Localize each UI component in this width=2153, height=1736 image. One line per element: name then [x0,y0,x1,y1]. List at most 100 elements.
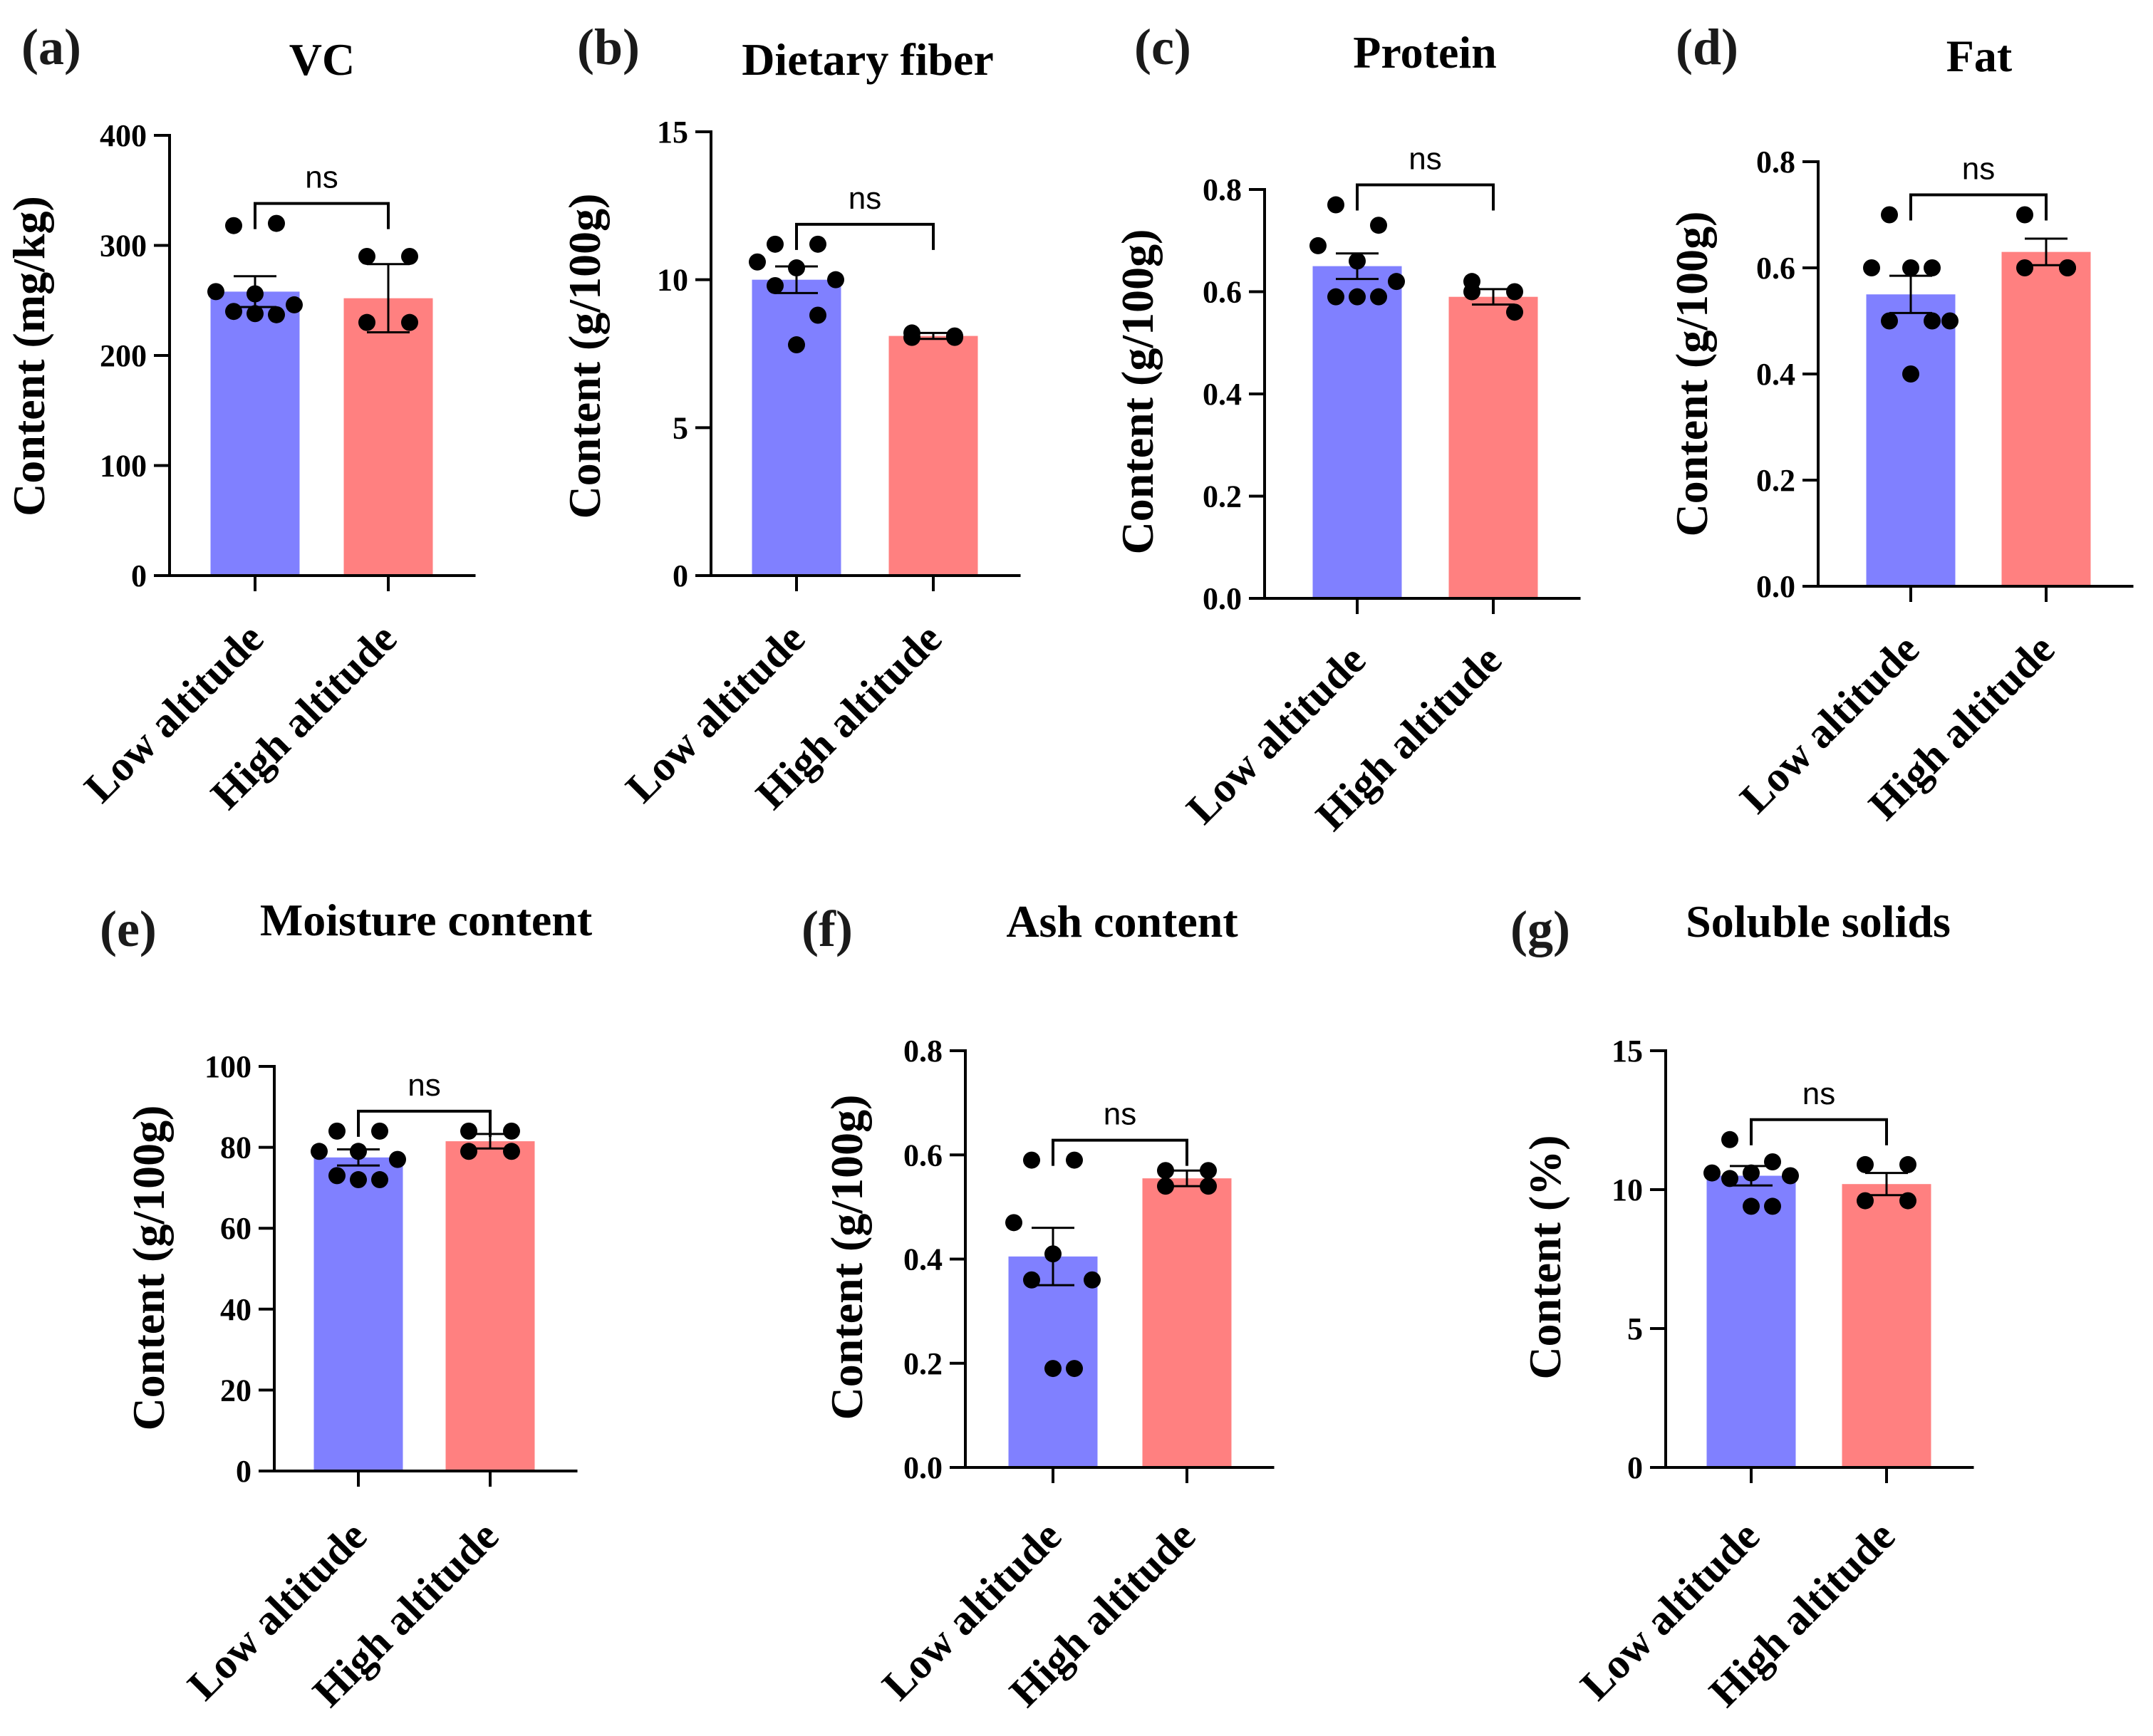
panel-letter: (b) [577,19,640,76]
significance-label: ns [1408,142,1441,177]
y-axis-label: Content (g/100g) [559,194,610,519]
data-point [1863,259,1880,276]
significance-bracket [1356,183,1495,211]
data-point [268,214,285,232]
data-point [1388,273,1405,291]
data-point [1506,303,1523,321]
y-tick-label: 0.8 [903,1034,943,1069]
bar-high-altitude [1142,1178,1232,1467]
data-point [1309,237,1327,254]
data-point [1327,196,1344,214]
data-point [1899,1155,1916,1173]
data-point [1924,259,1941,276]
data-point [1084,1271,1101,1289]
data-point [1370,217,1387,234]
data-point [1066,1151,1083,1169]
data-point [1506,283,1523,301]
y-tick-label: 0.8 [1756,145,1795,180]
data-point [1941,312,1959,330]
significance-bracket [1052,1138,1188,1166]
data-point [1200,1178,1217,1195]
chart-title: VC [289,34,355,85]
y-tick-label: 100 [100,449,147,484]
panel-c: (c) Protein 0.0 0.2 0.4 0.6 0.8 Content (g/100g… [1112,19,1581,839]
chart-title: Fat [1946,31,2013,81]
data-point [247,285,264,303]
panel-letter: (g) [1510,900,1570,957]
data-point [1743,1164,1760,1182]
bar-low-altitude [752,279,841,576]
data-point [1902,259,1919,276]
data-point [328,1167,346,1185]
y-tick-label: 0 [236,1454,251,1489]
bar-low-altitude [1706,1175,1796,1467]
data-point [1349,288,1366,306]
y-axis-label: Content (g/100g) [821,1095,872,1420]
panel-letter: (f) [801,900,853,957]
data-point [788,336,805,354]
y-tick-label: 15 [1612,1034,1643,1069]
y-tick-label: 20 [220,1373,251,1408]
data-point [350,1143,367,1160]
y-tick-label: 0 [131,558,147,593]
y-tick-label: 0 [1627,1450,1643,1485]
data-point [311,1143,328,1160]
data-point [1881,206,1898,224]
data-point [1005,1214,1022,1232]
panel-f: (f) Ash content 0.0 0.2 0.4 0.6 0.8 Content (g/… [801,896,1275,1715]
y-tick-label: 0.0 [1203,581,1242,616]
data-point [767,235,784,253]
y-tick-label: 80 [220,1131,251,1165]
y-tick-label: 0.2 [1203,479,1242,514]
panel-letter: (c) [1134,19,1191,76]
data-point [1327,288,1344,306]
y-tick-label: 0.6 [1203,275,1242,310]
data-point [2059,259,2076,276]
y-tick-label: 40 [220,1292,251,1327]
data-point [1044,1360,1062,1378]
data-point [286,296,303,313]
data-point [1782,1167,1799,1185]
data-point [1857,1155,1874,1173]
data-point [1157,1178,1174,1195]
y-tick-label: 0.4 [1756,357,1795,392]
significance-label: ns [1104,1097,1136,1132]
data-point [460,1143,477,1160]
data-point [371,1171,388,1189]
data-point [358,313,375,331]
data-point [1743,1197,1760,1215]
data-point [225,303,242,321]
panel-letter: (d) [1676,19,1738,76]
significance-label: ns [849,181,881,216]
y-tick-label: 300 [100,229,147,264]
y-tick-label: 5 [1627,1311,1643,1346]
y-axis-label: Content (g/100g) [123,1106,174,1431]
significance-label: ns [408,1068,440,1103]
data-point [328,1122,346,1140]
data-point [749,253,766,271]
y-tick-label: 400 [100,118,147,153]
data-point [1463,283,1480,301]
data-point [2016,259,2033,276]
data-point [2016,206,2033,224]
data-point [1721,1131,1738,1148]
data-point [503,1122,520,1140]
data-point [207,283,224,301]
data-point [401,313,418,331]
data-point [1703,1164,1721,1182]
y-tick-label: 0.8 [1203,172,1242,207]
y-tick-label: 0.2 [1756,463,1795,498]
y-tick-label: 10 [1612,1173,1643,1207]
bar-low-altitude [313,1157,403,1471]
data-point [1044,1245,1062,1263]
data-point [1899,1192,1916,1210]
y-axis-label: Content (g/100g) [1112,229,1163,555]
significance-label: ns [305,160,338,195]
data-point [903,328,920,346]
bar-high-altitude [1842,1184,1931,1467]
y-axis-label: Content (g/100g) [1666,212,1717,537]
data-point [247,305,264,323]
